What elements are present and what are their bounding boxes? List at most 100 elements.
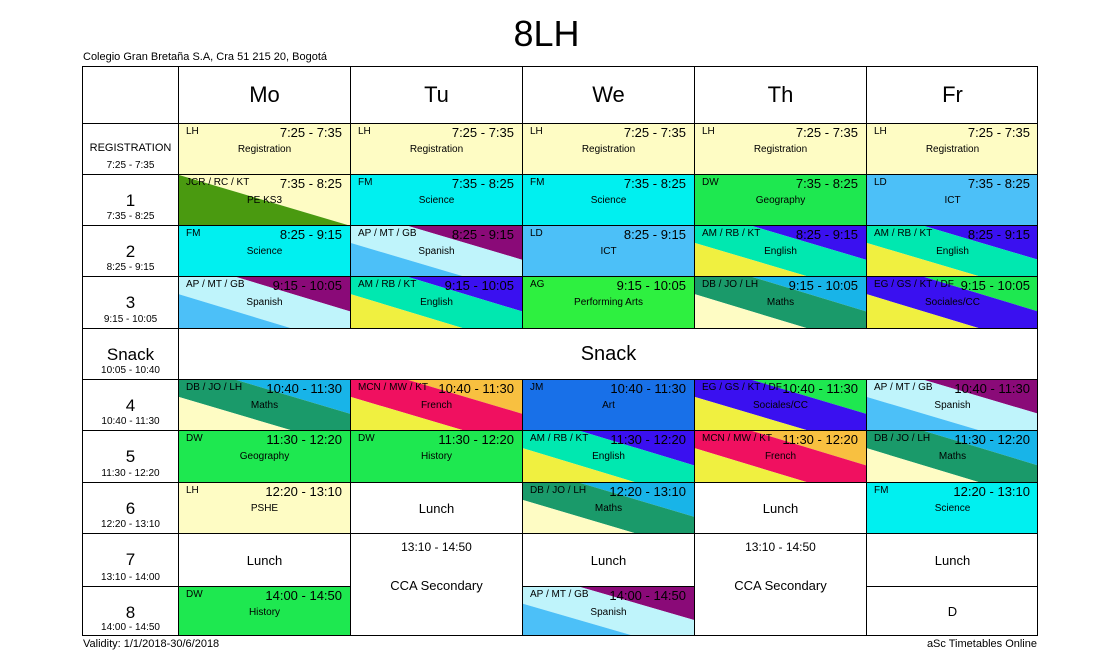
lesson-teacher: AG bbox=[530, 279, 545, 290]
lesson-subject: History bbox=[248, 607, 281, 618]
lesson-time: 11:30 - 12:20 bbox=[266, 432, 342, 447]
lesson-cell[interactable]: LH 7:25 - 7:35 Registration bbox=[179, 124, 351, 175]
stripe bbox=[523, 277, 694, 328]
lesson-cell[interactable]: AP / MT / GB 9:15 - 10:05 Spanish bbox=[179, 277, 351, 329]
lesson-cell[interactable]: LD 8:25 - 9:15 ICT bbox=[523, 226, 695, 277]
lesson-teacher: DW bbox=[186, 589, 203, 600]
period-header: Snack 10:05 - 10:40 bbox=[83, 329, 179, 380]
cca-cell[interactable]: 13:10 - 14:50 CCA Secondary bbox=[695, 534, 867, 635]
period-time: 9:15 - 10:05 bbox=[103, 314, 158, 325]
lesson-subject: Science bbox=[934, 503, 971, 514]
lesson-teacher: MCN / MW / KT bbox=[702, 433, 772, 444]
lesson-cell[interactable]: DB / JO / LH 10:40 - 11:30 Maths bbox=[179, 380, 351, 431]
lesson-time: 7:35 - 8:25 bbox=[967, 176, 1030, 191]
lesson-cell[interactable]: DW 11:30 - 12:20 Geography bbox=[179, 431, 351, 483]
lesson-cell[interactable]: LH 12:20 - 13:10 PSHE bbox=[179, 483, 351, 534]
lesson-cell[interactable]: EG / GS / KT / DF 10:40 - 11:30 Sociales/C… bbox=[695, 380, 867, 431]
period-time: 11:30 - 12:20 bbox=[101, 468, 160, 479]
lesson-cell[interactable]: AP / MT / GB 14:00 - 14:50 Spanish bbox=[523, 587, 695, 635]
lesson-time: 7:35 - 8:25 bbox=[623, 176, 686, 191]
period-header: 1 7:35 - 8:25 bbox=[83, 175, 179, 226]
cell-color-stripes bbox=[351, 124, 522, 174]
stripe bbox=[867, 277, 1037, 328]
stripe bbox=[695, 226, 866, 276]
stripe bbox=[351, 380, 522, 430]
lesson-cell[interactable]: JM 10:40 - 11:30 Art bbox=[523, 380, 695, 431]
plain-cell-label: Lunch bbox=[590, 552, 627, 568]
plain-cell[interactable]: Lunch bbox=[351, 483, 523, 534]
lesson-cell[interactable]: AM / RB / KT 8:25 - 9:15 English bbox=[867, 226, 1037, 277]
plain-cell[interactable]: Lunch bbox=[867, 534, 1037, 587]
lesson-subject: Geography bbox=[755, 195, 806, 206]
stripe bbox=[695, 380, 866, 430]
lesson-cell[interactable]: AM / RB / KT 8:25 - 9:15 English bbox=[695, 226, 867, 277]
lesson-cell[interactable]: FM 7:35 - 8:25 Science bbox=[523, 175, 695, 226]
stripe bbox=[867, 226, 1037, 276]
lesson-subject: French bbox=[764, 451, 797, 462]
stripe bbox=[580, 483, 694, 517]
lesson-cell[interactable]: LH 7:25 - 7:35 Registration bbox=[351, 124, 523, 175]
lesson-cell[interactable]: FM 12:20 - 13:10 Science bbox=[867, 483, 1037, 534]
cell-color-stripes bbox=[867, 431, 1037, 482]
plain-cell[interactable]: D bbox=[867, 587, 1037, 635]
lesson-time: 7:35 - 8:25 bbox=[795, 176, 858, 191]
cell-color-stripes bbox=[695, 380, 866, 430]
lesson-cell[interactable]: DB / JO / LH 11:30 - 12:20 Maths bbox=[867, 431, 1037, 483]
lesson-subject: Spanish bbox=[418, 246, 455, 257]
stripe bbox=[179, 277, 350, 328]
lesson-cell[interactable]: FM 8:25 - 9:15 Science bbox=[179, 226, 351, 277]
lesson-teacher: MCN / MW / KT bbox=[358, 382, 428, 393]
stripe bbox=[867, 175, 1037, 225]
period-name: Snack bbox=[106, 345, 155, 364]
stripe bbox=[523, 226, 694, 276]
period-header: 3 9:15 - 10:05 bbox=[83, 277, 179, 329]
lesson-cell[interactable]: DB / JO / LH 12:20 - 13:10 Maths bbox=[523, 483, 695, 534]
lesson-cell[interactable]: MCN / MW / KT 10:40 - 11:30 French bbox=[351, 380, 523, 431]
lesson-cell[interactable]: MCN / MW / KT 11:30 - 12:20 French bbox=[695, 431, 867, 483]
lesson-teacher: LH bbox=[358, 126, 371, 137]
lesson-cell[interactable]: DW 11:30 - 12:20 History bbox=[351, 431, 523, 483]
lesson-cell[interactable]: JCR / RC / KT 7:35 - 8:25 PE KS3 bbox=[179, 175, 351, 226]
lesson-time: 7:35 - 8:25 bbox=[279, 176, 342, 191]
lesson-cell[interactable]: DW 7:35 - 8:25 Geography bbox=[695, 175, 867, 226]
plain-cell-label: Lunch bbox=[418, 500, 455, 516]
lesson-cell[interactable]: AP / MT / GB 10:40 - 11:30 Spanish bbox=[867, 380, 1037, 431]
lesson-cell[interactable]: LH 7:25 - 7:35 Registration bbox=[523, 124, 695, 175]
lesson-cell[interactable]: LH 7:25 - 7:35 Registration bbox=[695, 124, 867, 175]
plain-cell[interactable]: Lunch bbox=[179, 534, 351, 587]
plain-cell[interactable]: Lunch bbox=[523, 534, 695, 587]
lesson-time: 12:20 - 13:10 bbox=[265, 484, 342, 499]
cell-color-stripes bbox=[523, 226, 694, 276]
lesson-cell[interactable]: AG 9:15 - 10:05 Performing Arts bbox=[523, 277, 695, 329]
plain-cell[interactable]: Lunch bbox=[695, 483, 867, 534]
lesson-cell[interactable]: DW 14:00 - 14:50 History bbox=[179, 587, 351, 635]
stripe bbox=[580, 431, 694, 466]
lesson-teacher: DW bbox=[702, 177, 719, 188]
lesson-time: 11:30 - 12:20 bbox=[610, 432, 686, 447]
lesson-time: 10:40 - 11:30 bbox=[782, 381, 858, 396]
lesson-time: 7:35 - 8:25 bbox=[451, 176, 514, 191]
lesson-cell[interactable]: AP / MT / GB 8:25 - 9:15 Spanish bbox=[351, 226, 523, 277]
lesson-teacher: DB / JO / LH bbox=[702, 279, 759, 290]
lesson-cell[interactable]: AM / RB / KT 9:15 - 10:05 English bbox=[351, 277, 523, 329]
stripe bbox=[351, 226, 522, 276]
lesson-cell[interactable]: LD 7:35 - 8:25 ICT bbox=[867, 175, 1037, 226]
lesson-cell[interactable]: DB / JO / LH 9:15 - 10:05 Maths bbox=[695, 277, 867, 329]
lesson-subject: Geography bbox=[239, 451, 290, 462]
cell-color-stripes bbox=[695, 431, 866, 482]
stripe bbox=[752, 380, 866, 414]
lesson-time: 9:15 - 10:05 bbox=[960, 278, 1030, 293]
lesson-time: 9:15 - 10:05 bbox=[444, 278, 514, 293]
lesson-teacher: JM bbox=[530, 382, 544, 393]
lesson-cell[interactable]: FM 7:35 - 8:25 Science bbox=[351, 175, 523, 226]
lesson-subject: Science bbox=[246, 246, 283, 257]
stripe bbox=[695, 175, 866, 225]
lesson-time: 8:25 - 9:15 bbox=[795, 227, 858, 242]
lesson-time: 14:00 - 14:50 bbox=[609, 588, 686, 603]
cca-cell[interactable]: 13:10 - 14:50 CCA Secondary bbox=[351, 534, 523, 635]
lesson-cell[interactable]: EG / GS / KT / DF 9:15 - 10:05 Sociales/CC bbox=[867, 277, 1037, 329]
lesson-subject: English bbox=[420, 297, 453, 308]
lesson-cell[interactable]: AM / RB / KT 11:30 - 12:20 English bbox=[523, 431, 695, 483]
timetable-grid: Mo Tu We Th Fr REGISTRATION 7:25 - 7:35 1 7:35 -… bbox=[82, 66, 1038, 636]
lesson-cell[interactable]: LH 7:25 - 7:35 Registration bbox=[867, 124, 1037, 175]
